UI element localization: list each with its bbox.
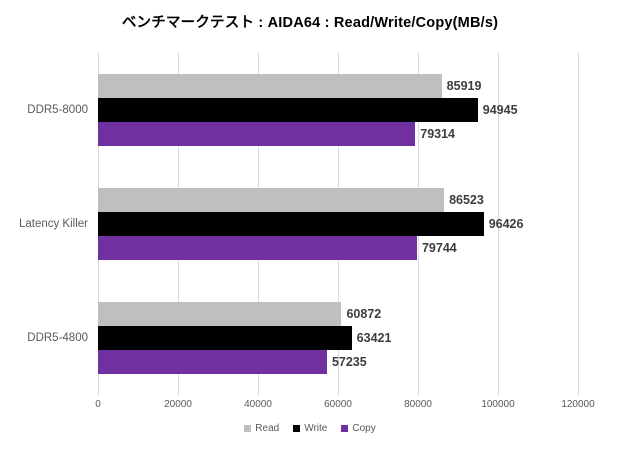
- data-label: 63421: [356, 331, 392, 345]
- legend-item-write: Write: [293, 423, 327, 434]
- gridline: [578, 53, 579, 395]
- x-tick-label: 20000: [164, 399, 192, 410]
- data-label: 57235: [331, 355, 367, 369]
- data-label: 86523: [449, 193, 484, 207]
- legend-swatch-read: [244, 425, 252, 432]
- legend-label: Copy: [352, 423, 376, 434]
- bar-write-latency-killer: [98, 212, 484, 236]
- legend-item-copy: Copy: [341, 423, 376, 434]
- bar-write-ddr5-8000: [98, 98, 478, 122]
- plot-area: 85919 94945 79314 86523 96426 79744 60872 63421…: [98, 53, 579, 395]
- data-label: 79314: [420, 127, 456, 141]
- x-tick-label: 60000: [324, 399, 352, 410]
- bar-read-ddr5-8000: [98, 74, 442, 98]
- x-tick-label: 100000: [481, 399, 515, 410]
- legend-swatch-write: [293, 425, 301, 432]
- bar-copy-ddr5-8000: [98, 122, 416, 146]
- bar-write-ddr5-4800: [98, 326, 352, 350]
- bar-copy-latency-killer: [98, 236, 417, 260]
- gridline: [498, 53, 499, 395]
- x-tick-label: 40000: [244, 399, 272, 410]
- category-label: DDR5-8000: [27, 104, 88, 116]
- data-label: 85919: [446, 79, 482, 93]
- x-tick-label: 120000: [561, 399, 595, 410]
- chart-title: ベンチマークテスト : AIDA64 : Read/Write/Copy(MB/…: [121, 15, 499, 31]
- data-label: 94945: [482, 103, 518, 117]
- legend: Read Write Copy: [0, 423, 620, 434]
- category-label: Latency Killer: [18, 218, 88, 230]
- category-label: DDR5-4800: [27, 332, 88, 344]
- bar-read-latency-killer: [98, 188, 445, 212]
- legend-item-read: Read: [244, 423, 279, 434]
- x-tick-label: 80000: [404, 399, 432, 410]
- data-label: 60872: [346, 307, 382, 321]
- data-label: 96426: [488, 217, 524, 231]
- bar-read-ddr5-4800: [98, 302, 342, 326]
- legend-label: Read: [255, 423, 280, 434]
- x-tick-label: 0: [95, 399, 101, 410]
- legend-swatch-copy: [341, 425, 349, 432]
- legend-label: Write: [304, 423, 328, 434]
- data-label: 79744: [421, 241, 457, 255]
- bar-copy-ddr5-4800: [98, 350, 327, 374]
